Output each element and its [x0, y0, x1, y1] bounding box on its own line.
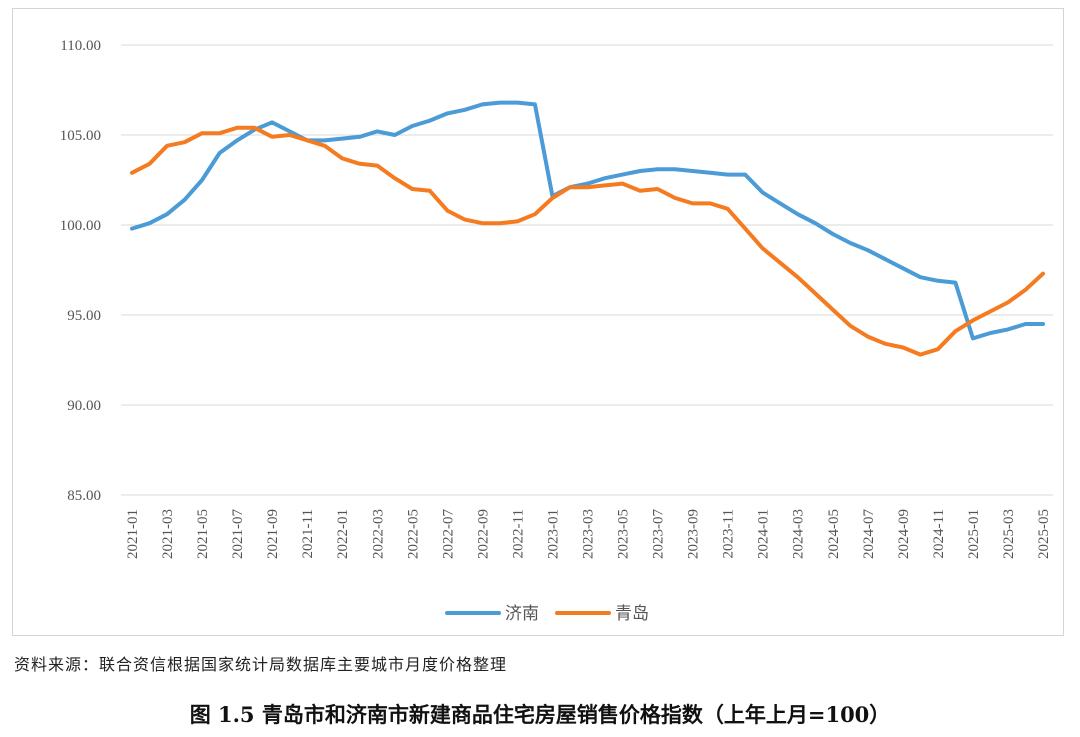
- y-axis-ticks: 85.00 90.00 95.00 100.00 105.00 110.00: [60, 38, 101, 504]
- series-line-0: [130, 100, 1045, 341]
- x-tick-label: 2022-09: [475, 509, 491, 559]
- x-tick-label: 2022-11: [510, 509, 526, 558]
- x-tick-label: 2021-05: [195, 509, 211, 559]
- x-tick-label: 2021-11: [300, 509, 316, 558]
- x-tick-label: 2022-07: [440, 509, 456, 559]
- x-tick-label: 2021-09: [265, 509, 281, 559]
- x-tick-label: 2024-09: [896, 509, 912, 559]
- x-tick-label: 2024-05: [826, 509, 842, 559]
- y-tick-label: 100.00: [60, 218, 101, 234]
- y-tick-label: 105.00: [60, 128, 101, 144]
- x-tick-label: 2023-01: [545, 509, 561, 559]
- y-tick-label: 95.00: [67, 308, 101, 324]
- x-tick-label: 2023-07: [651, 509, 667, 559]
- x-tick-label: 2024-07: [861, 509, 877, 559]
- x-tick-label: 2024-11: [931, 509, 947, 558]
- legend: 济南 青岛: [445, 604, 649, 624]
- x-tick-label: 2025-01: [966, 509, 982, 559]
- x-tick-label: 2021-07: [230, 509, 246, 559]
- x-tick-label: 2022-03: [370, 509, 386, 559]
- figure-caption: 图 1.5 青岛市和济南市新建商品住宅房屋销售价格指数（上年上月=100）: [189, 702, 891, 727]
- x-tick-label: 2025-05: [1036, 509, 1052, 559]
- x-axis-ticks: 2021-01 2021-03 2021-05 2021-07 2021-09 2021-…: [125, 509, 1052, 559]
- x-tick-label: 2023-03: [581, 509, 597, 559]
- chart-frame: 85.00 90.00 95.00 100.00 105.00 110.00 2021-0…: [12, 8, 1064, 636]
- x-tick-label: 2023-05: [616, 509, 632, 559]
- gridlines: [121, 44, 1053, 496]
- x-tick-label: 2023-09: [686, 509, 702, 559]
- y-tick-label: 85.00: [67, 488, 101, 504]
- legend-label: 青岛: [615, 604, 649, 624]
- x-tick-label: 2021-03: [160, 509, 176, 559]
- series-lines: [130, 100, 1045, 357]
- x-tick-label: 2024-01: [756, 509, 772, 559]
- x-tick-label: 2022-05: [405, 509, 421, 559]
- legend-label: 济南: [505, 604, 539, 624]
- source-note: 资料来源：联合资信根据国家统计局数据库主要城市月度价格整理: [14, 655, 508, 674]
- series-line-1: [130, 125, 1045, 357]
- line-chart: 85.00 90.00 95.00 100.00 105.00 110.00 2021-0…: [60, 38, 1053, 624]
- y-tick-label: 90.00: [67, 398, 101, 414]
- x-tick-label: 2023-11: [721, 509, 737, 558]
- x-tick-label: 2021-01: [125, 509, 141, 559]
- x-tick-label: 2024-03: [791, 509, 807, 559]
- x-tick-label: 2022-01: [335, 509, 351, 559]
- x-tick-label: 2025-03: [1001, 509, 1017, 559]
- y-tick-label: 110.00: [60, 38, 101, 54]
